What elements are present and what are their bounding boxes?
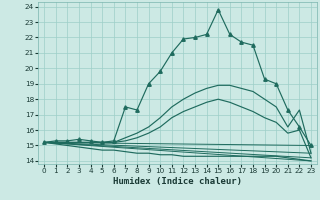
X-axis label: Humidex (Indice chaleur): Humidex (Indice chaleur) xyxy=(113,177,242,186)
